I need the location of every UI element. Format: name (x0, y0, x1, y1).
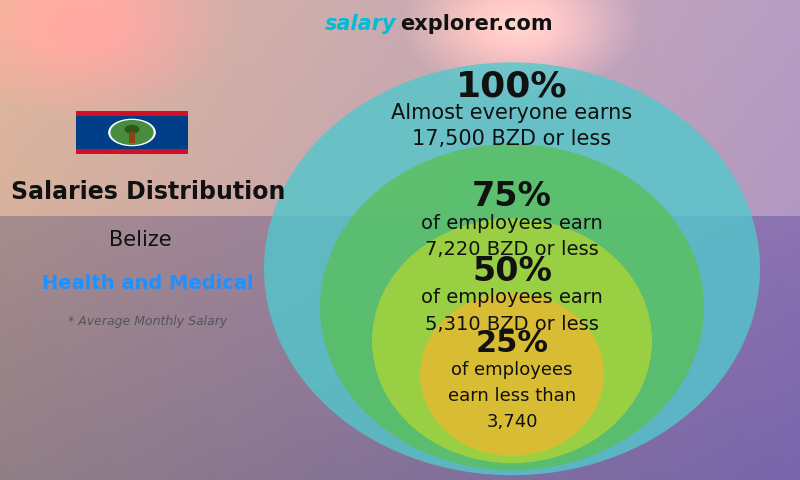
Text: of employees earn: of employees earn (421, 214, 603, 233)
Bar (76, 111, 188, 116)
Ellipse shape (372, 218, 652, 463)
Circle shape (126, 125, 138, 133)
Text: 100%: 100% (456, 70, 568, 103)
Text: 75%: 75% (472, 180, 552, 213)
Text: Almost everyone earns: Almost everyone earns (391, 103, 633, 123)
Text: 17,500 BZD or less: 17,500 BZD or less (413, 129, 611, 149)
Text: Health and Medical: Health and Medical (42, 274, 254, 293)
Text: 5,310 BZD or less: 5,310 BZD or less (425, 314, 599, 334)
Text: 50%: 50% (472, 255, 552, 288)
Circle shape (109, 120, 155, 145)
Text: of employees: of employees (451, 360, 573, 379)
Ellipse shape (320, 144, 704, 470)
Bar (76, 149, 188, 154)
Text: 25%: 25% (475, 329, 549, 358)
Text: * Average Monthly Salary: * Average Monthly Salary (68, 315, 228, 328)
Ellipse shape (264, 62, 760, 475)
Text: Salaries Distribution: Salaries Distribution (11, 180, 285, 204)
Text: salary: salary (324, 14, 396, 34)
Bar (130, 132, 134, 143)
Text: earn less than: earn less than (448, 387, 576, 405)
Ellipse shape (420, 293, 604, 456)
Text: 7,220 BZD or less: 7,220 BZD or less (425, 240, 599, 259)
Text: Belize: Belize (109, 230, 171, 250)
Text: of employees earn: of employees earn (421, 288, 603, 307)
Text: explorer.com: explorer.com (400, 14, 553, 34)
Text: 3,740: 3,740 (486, 413, 538, 432)
Circle shape (111, 120, 153, 144)
